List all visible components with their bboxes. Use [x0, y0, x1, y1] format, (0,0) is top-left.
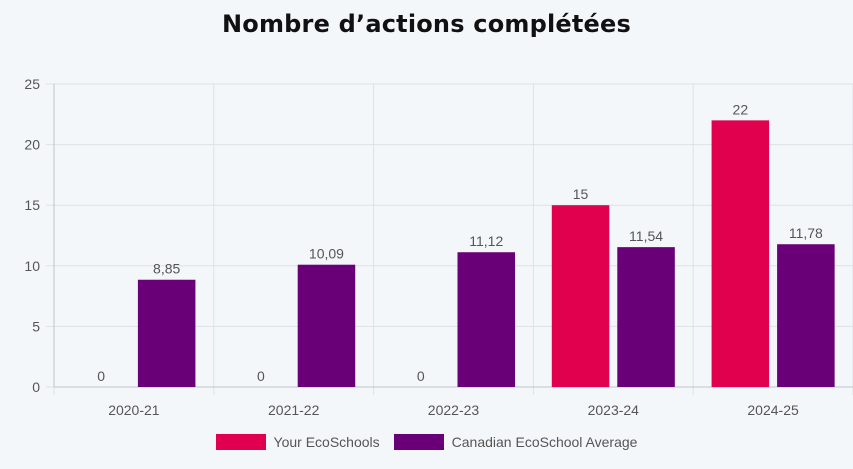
data-label-s0-3: 15 [573, 186, 589, 202]
x-tick-label-0: 2020-21 [108, 402, 160, 418]
y-tick-label-3: 15 [24, 197, 40, 213]
y-tick-label-5: 25 [24, 76, 40, 92]
legend-swatch-your-ecoschools [215, 434, 266, 450]
x-tick-label-3: 2023-24 [588, 402, 640, 418]
data-label-s0-2: 0 [417, 368, 425, 384]
x-tick-label-4: 2024-25 [747, 402, 799, 418]
x-tick-label-2: 2022-23 [428, 402, 480, 418]
data-label-s0-1: 0 [257, 368, 265, 384]
data-label-s0-4: 22 [733, 101, 749, 117]
legend-item-canadian-average[interactable]: Canadian EcoSchool Average [393, 434, 638, 450]
legend-swatch-canadian-average [393, 434, 444, 450]
bar-chart: 0 5 10 15 20 25 0 8,85 2020-21 0 10,09 2021-22 0 11,1… [24, 76, 853, 418]
chart-title: Nombre d’actions complétées [222, 10, 631, 38]
data-label-s1-4: 11,78 [789, 225, 823, 241]
y-tick-label-2: 10 [24, 258, 40, 274]
y-tick-label-1: 5 [32, 318, 40, 334]
y-tick-label-4: 20 [24, 137, 40, 153]
data-label-s1-0: 8,85 [153, 261, 180, 277]
bar-s1-1 [297, 264, 356, 387]
bar-s1-4 [777, 244, 835, 387]
bar-s0-4 [711, 120, 770, 388]
bar-s0-3 [551, 205, 610, 387]
data-label-s1-2: 11,12 [469, 233, 503, 249]
x-tick-label-1: 2021-22 [268, 402, 320, 418]
y-tick-label-0: 0 [32, 379, 40, 395]
legend-label-canadian-average: Canadian EcoSchool Average [451, 434, 638, 450]
bar-s1-2 [457, 252, 516, 387]
data-label-s0-0: 0 [97, 368, 105, 384]
legend-label-your-ecoschools: Your EcoSchools [273, 434, 380, 450]
bar-s1-3 [617, 247, 675, 387]
data-label-s1-1: 10,09 [309, 246, 344, 262]
data-label-s1-3: 11,54 [629, 228, 663, 244]
bar-s1-0 [137, 279, 196, 387]
legend: Your EcoSchools Canadian EcoSchool Avera… [0, 434, 853, 450]
legend-item-your-ecoschools[interactable]: Your EcoSchools [215, 434, 380, 450]
